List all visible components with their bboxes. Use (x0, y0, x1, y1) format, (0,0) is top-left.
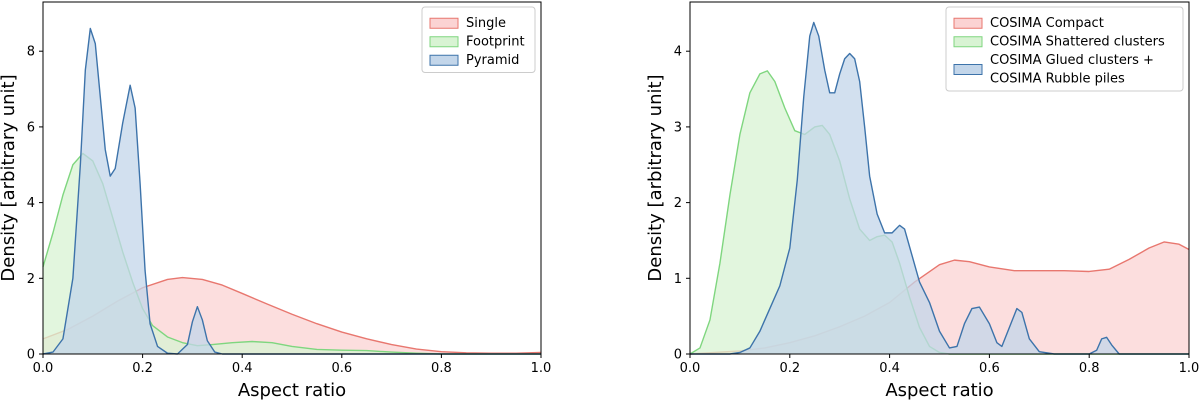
legend-swatch-3 (429, 54, 459, 66)
legend-swatch-1 (953, 17, 983, 29)
legend-swatch-2 (953, 36, 983, 48)
x-tick-label: 0.4 (879, 361, 900, 376)
series-line-3 (690, 21, 1189, 355)
legend-swatch-1 (429, 17, 459, 29)
y-tick-label: 4 (27, 196, 35, 211)
y-tick-label: 8 (27, 45, 35, 60)
legend-label-2: Footprint (466, 35, 525, 50)
y-tick-label: 1 (674, 272, 682, 287)
legend-label-3: COSIMA Rubble piles (990, 72, 1125, 87)
legend-label-2: COSIMA Shattered clusters (990, 35, 1165, 50)
chart-panel-1: 0.0 0.2 0.4 0.6 0.8 1.0 0 2 4 6 8 Aspect ratio Densi… (0, 1, 552, 401)
x-tick-label: 0.8 (1079, 361, 1100, 376)
legend-label-3: Pyramid (466, 53, 519, 68)
x-tick-label: 0.6 (331, 361, 352, 376)
series-area-1 (690, 241, 1189, 354)
y-tick-label: 4 (674, 45, 682, 60)
legend-label-1: Single (466, 16, 506, 31)
legend: Single Footprint Pyramid (421, 6, 536, 73)
legend-box (945, 6, 1184, 92)
y-axis-label: Density [arbitrary unit] (0, 74, 19, 281)
x-tick-label: 0.6 (979, 361, 1000, 376)
y-tick-label: 6 (27, 120, 35, 135)
plot-frame (42, 1, 542, 355)
x-tick-label: 0.2 (779, 361, 800, 376)
series-area-3 (690, 22, 1189, 354)
x-tick-label: 0.4 (232, 361, 253, 376)
series-line-3 (42, 27, 541, 355)
x-tick-label: 1.0 (531, 361, 552, 376)
series-area-1 (43, 277, 541, 354)
y-tick-label: 0 (674, 348, 682, 363)
y-tick-label: 3 (674, 120, 682, 135)
x-tick-label: 0.8 (431, 361, 452, 376)
chart-panel-2: 0.0 0.2 0.4 0.6 0.8 1.0 0 1 2 3 4 Aspect ratio Densi… (645, 1, 1200, 401)
x-tick-label: 0.2 (132, 361, 153, 376)
y-tick-label: 2 (674, 196, 682, 211)
legend-label-3: COSIMA Glued clusters + (990, 53, 1154, 68)
series-area-3 (43, 28, 541, 355)
legend-swatch-2 (429, 36, 459, 48)
legend-label-1: COSIMA Compact (990, 16, 1104, 31)
y-tick-label: 0 (27, 348, 35, 363)
x-tick-label: 0.0 (680, 361, 701, 376)
x-axis-label: Aspect ratio (238, 380, 346, 401)
x-tick-label: 1.0 (1179, 361, 1200, 376)
y-tick-label: 2 (27, 272, 35, 287)
plot-frame (689, 1, 1190, 355)
legend-swatch-3 (953, 64, 983, 75)
legend: COSIMA Compact COSIMA Shattered clusters C… (945, 6, 1184, 92)
x-tick-label: 0.0 (33, 361, 54, 376)
y-axis-label: Density [arbitrary unit] (645, 74, 666, 281)
x-axis-label: Aspect ratio (885, 380, 993, 401)
